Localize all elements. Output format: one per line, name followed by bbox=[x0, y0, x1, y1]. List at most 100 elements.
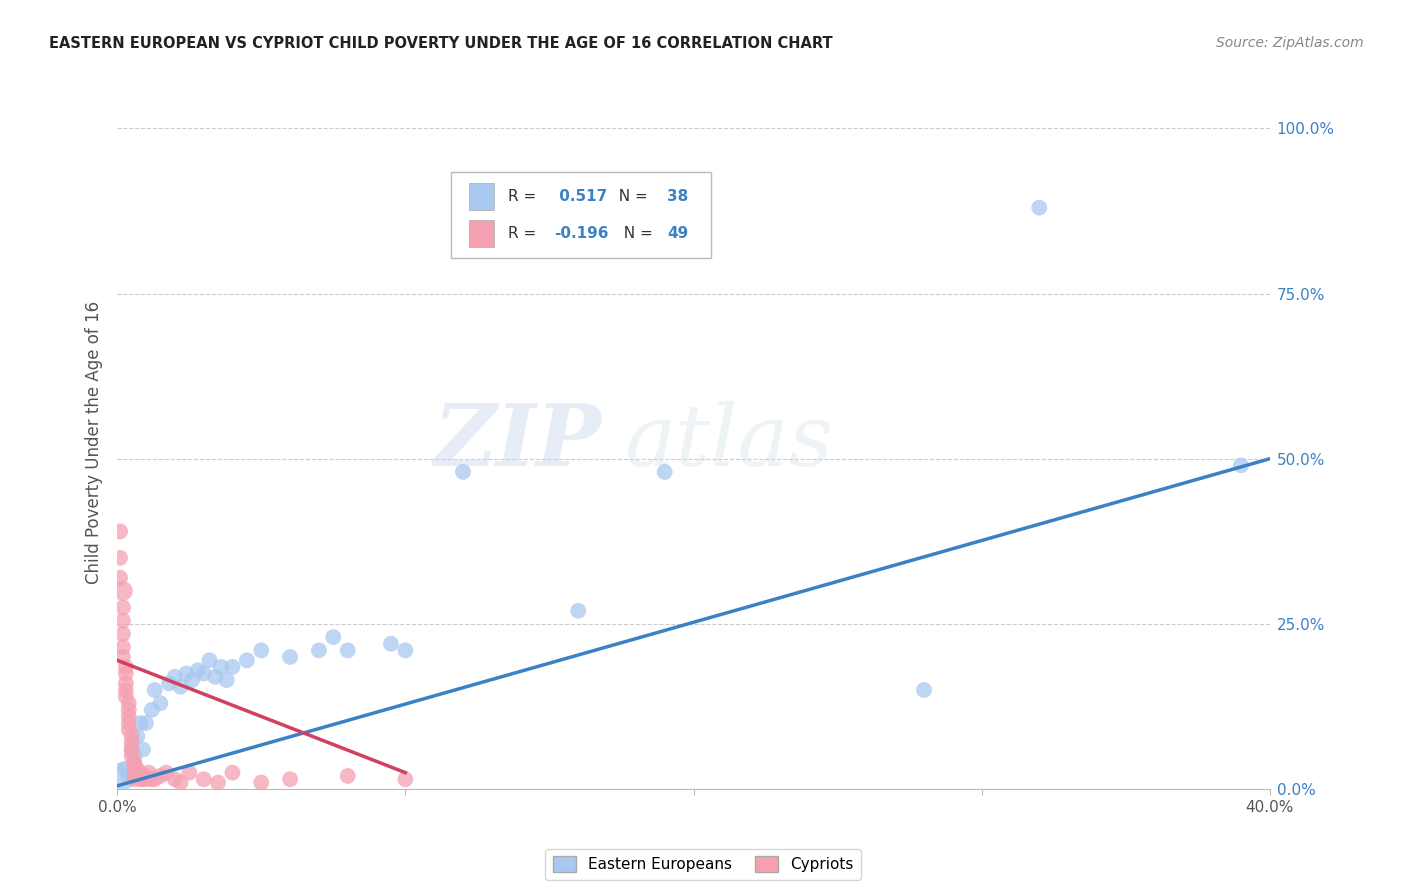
Point bbox=[149, 769, 172, 783]
Point bbox=[132, 742, 155, 756]
Point bbox=[132, 772, 155, 787]
Point bbox=[111, 769, 134, 783]
Point bbox=[118, 696, 141, 710]
Point bbox=[567, 604, 589, 618]
Point bbox=[204, 670, 226, 684]
Point bbox=[135, 772, 157, 787]
Point bbox=[236, 653, 259, 667]
Point bbox=[336, 643, 359, 657]
Point bbox=[207, 775, 229, 789]
Point bbox=[163, 772, 186, 787]
Point bbox=[124, 756, 146, 770]
Point bbox=[121, 749, 143, 764]
Point bbox=[380, 637, 402, 651]
Point bbox=[141, 772, 163, 787]
Point bbox=[114, 683, 136, 698]
Point bbox=[114, 666, 136, 681]
Text: atlas: atlas bbox=[624, 401, 834, 483]
Point bbox=[127, 762, 149, 776]
Point bbox=[336, 769, 359, 783]
Point bbox=[322, 630, 344, 644]
Point bbox=[215, 673, 238, 687]
Point bbox=[127, 769, 149, 783]
Point bbox=[193, 666, 215, 681]
Point bbox=[114, 660, 136, 674]
Text: -0.196: -0.196 bbox=[554, 226, 609, 241]
Point bbox=[124, 772, 146, 787]
Point bbox=[143, 772, 166, 787]
Point bbox=[179, 765, 201, 780]
Point bbox=[124, 765, 146, 780]
Text: Source: ZipAtlas.com: Source: ZipAtlas.com bbox=[1216, 36, 1364, 50]
Point bbox=[394, 643, 416, 657]
Point bbox=[111, 600, 134, 615]
Point bbox=[124, 759, 146, 773]
Legend: Eastern Europeans, Cypriots: Eastern Europeans, Cypriots bbox=[546, 848, 860, 880]
Text: N =: N = bbox=[609, 189, 652, 204]
Point bbox=[121, 736, 143, 750]
Point bbox=[111, 614, 134, 628]
Point bbox=[221, 660, 243, 674]
Point bbox=[121, 742, 143, 756]
Point bbox=[118, 703, 141, 717]
Point bbox=[451, 465, 474, 479]
Point bbox=[193, 772, 215, 787]
Point bbox=[127, 729, 149, 743]
Point bbox=[221, 765, 243, 780]
Point bbox=[118, 709, 141, 723]
Point bbox=[308, 643, 330, 657]
Point bbox=[169, 775, 191, 789]
Point bbox=[912, 683, 935, 698]
FancyBboxPatch shape bbox=[451, 171, 711, 259]
Point bbox=[108, 550, 131, 565]
Point bbox=[108, 524, 131, 539]
Point bbox=[129, 716, 152, 731]
Text: N =: N = bbox=[614, 226, 658, 241]
Point bbox=[114, 762, 136, 776]
Point bbox=[135, 769, 157, 783]
Point bbox=[176, 666, 198, 681]
Text: EASTERN EUROPEAN VS CYPRIOT CHILD POVERTY UNDER THE AGE OF 16 CORRELATION CHART: EASTERN EUROPEAN VS CYPRIOT CHILD POVERT… bbox=[49, 36, 832, 51]
Point bbox=[121, 729, 143, 743]
Point bbox=[114, 690, 136, 704]
Point bbox=[250, 775, 273, 789]
Point bbox=[394, 772, 416, 787]
Text: R =: R = bbox=[508, 189, 541, 204]
Text: R =: R = bbox=[508, 226, 541, 241]
Point bbox=[129, 772, 152, 787]
Point bbox=[121, 742, 143, 756]
Point bbox=[155, 765, 177, 780]
Point bbox=[1028, 201, 1050, 215]
Point bbox=[108, 571, 131, 585]
Point bbox=[118, 716, 141, 731]
Point bbox=[138, 765, 160, 780]
FancyBboxPatch shape bbox=[468, 184, 494, 210]
Text: 38: 38 bbox=[666, 189, 689, 204]
Point bbox=[209, 660, 232, 674]
Y-axis label: Child Poverty Under the Age of 16: Child Poverty Under the Age of 16 bbox=[86, 301, 103, 583]
Text: 49: 49 bbox=[666, 226, 689, 241]
Point bbox=[163, 670, 186, 684]
Point bbox=[124, 749, 146, 764]
Point bbox=[198, 653, 221, 667]
Point bbox=[111, 627, 134, 641]
Point bbox=[141, 703, 163, 717]
Point bbox=[250, 643, 273, 657]
Point bbox=[129, 765, 152, 780]
Point bbox=[111, 650, 134, 665]
Point bbox=[111, 640, 134, 654]
Point bbox=[181, 673, 204, 687]
Text: 0.517: 0.517 bbox=[554, 189, 607, 204]
Point bbox=[143, 683, 166, 698]
Point bbox=[118, 769, 141, 783]
Point bbox=[157, 676, 180, 690]
Point bbox=[654, 465, 676, 479]
Point bbox=[169, 680, 191, 694]
Text: ZIP: ZIP bbox=[433, 401, 602, 484]
Point bbox=[135, 716, 157, 731]
Point bbox=[278, 650, 301, 665]
Point bbox=[187, 663, 209, 677]
Point bbox=[1230, 458, 1253, 473]
Point bbox=[114, 676, 136, 690]
Point bbox=[111, 583, 134, 598]
